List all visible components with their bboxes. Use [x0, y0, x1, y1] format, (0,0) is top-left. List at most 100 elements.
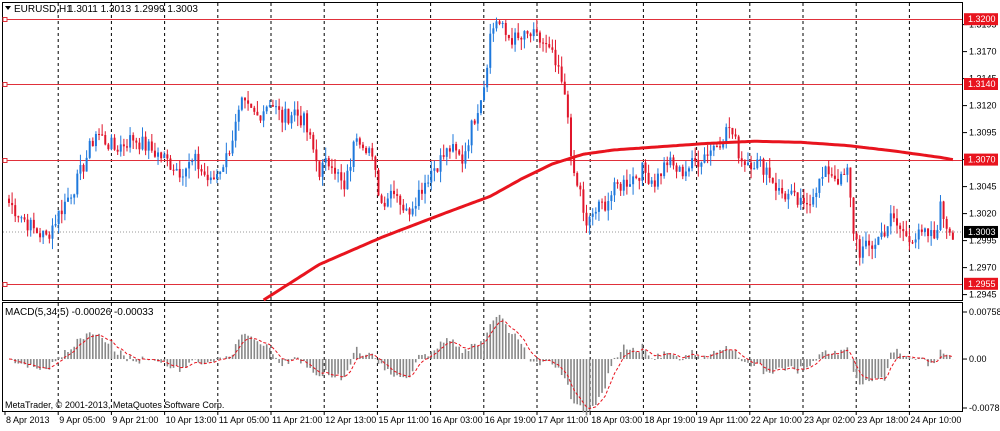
- candle-bull: [669, 157, 672, 166]
- candle-bear: [203, 171, 206, 175]
- candle-bull: [799, 197, 802, 205]
- candle-bear: [98, 133, 101, 135]
- candle-bull: [914, 239, 917, 243]
- candle-bull: [119, 144, 122, 152]
- macd-axis: 0.00758 0.00 -0.00789: [963, 307, 1000, 413]
- candle-bear: [557, 65, 560, 67]
- candle-bear: [107, 144, 110, 150]
- candle-bull: [352, 141, 355, 167]
- candle-bear: [113, 137, 116, 150]
- candle-bull: [57, 210, 60, 225]
- candles-layer: [8, 17, 954, 266]
- candle-bull: [607, 201, 610, 211]
- candle-bear: [526, 31, 529, 34]
- candle-bear: [672, 157, 675, 166]
- candle-bear: [374, 156, 377, 170]
- level-price-label: 1.3070: [968, 155, 996, 165]
- copyright-text: MetaTrader, © 2001-2013, MetaQuotes Soft…: [5, 400, 224, 410]
- candle-bear: [647, 172, 650, 184]
- candle-bear: [892, 213, 895, 219]
- candle-bear: [855, 233, 858, 240]
- candle-bear: [545, 43, 548, 45]
- candle-bull: [349, 166, 352, 171]
- candle-bear: [144, 136, 147, 151]
- candle-bear: [296, 109, 299, 116]
- macd-plot-frame: [2, 302, 963, 412]
- candle-bear: [442, 155, 445, 157]
- candle-bear: [529, 33, 532, 37]
- candle-bull: [85, 157, 88, 172]
- candle-bear: [871, 245, 874, 249]
- candle-bear: [250, 103, 253, 108]
- candle-bull: [725, 127, 728, 143]
- candle-bull: [886, 226, 889, 237]
- candle-bear: [762, 158, 765, 175]
- candle-bear: [551, 47, 554, 50]
- candle-bear: [343, 180, 346, 190]
- candle-bear: [178, 168, 181, 178]
- candle-bear: [200, 169, 203, 172]
- time-tick-label: 10 Apr 13:00: [166, 415, 217, 425]
- candle-bear: [91, 140, 94, 147]
- candle-bull: [656, 173, 659, 187]
- candle-bear: [569, 117, 572, 157]
- candle-bear: [911, 242, 914, 244]
- candle-bull: [79, 164, 82, 174]
- candle-bear: [256, 111, 259, 116]
- price-tick-label: 1.3020: [969, 209, 997, 219]
- candle-bull: [787, 193, 790, 200]
- candle-bear: [82, 164, 85, 172]
- dropdown-arrow-icon[interactable]: [5, 6, 11, 10]
- candle-bull: [262, 111, 265, 121]
- candle-bull: [411, 208, 414, 215]
- candle-bull: [861, 246, 864, 258]
- candle-bear: [715, 145, 718, 147]
- candle-bear: [278, 106, 281, 110]
- candle-bear: [35, 228, 38, 234]
- time-tick-label: 16 Apr 19:00: [485, 415, 536, 425]
- candle-bull: [678, 166, 681, 172]
- candle-bear: [160, 152, 163, 159]
- candle-bull: [756, 159, 759, 169]
- candle-bear: [868, 240, 871, 246]
- candle-bear: [883, 232, 886, 237]
- candle-bear: [402, 204, 405, 211]
- candle-bear: [582, 189, 585, 213]
- candle-bear: [852, 197, 855, 234]
- candle-bear: [520, 38, 523, 40]
- candle-bear: [697, 161, 700, 167]
- candle-bear: [253, 107, 256, 112]
- time-tick-label: 11 Apr 21:00: [272, 415, 322, 425]
- candle-bull: [293, 109, 296, 116]
- candle-bull: [302, 113, 305, 126]
- candle-bull: [54, 224, 57, 226]
- candle-bear: [436, 168, 439, 172]
- candle-bull: [414, 206, 417, 209]
- candle-bull: [591, 213, 594, 217]
- candle-bear: [933, 229, 936, 239]
- candle-bear: [585, 212, 588, 226]
- candle-bull: [622, 179, 625, 191]
- candle-bull: [889, 213, 892, 227]
- level-price-box: [964, 153, 998, 166]
- candle-bear: [830, 174, 833, 176]
- candle-bear: [39, 233, 42, 238]
- candle-bull: [42, 230, 45, 238]
- time-tick-label: 18 Apr 19:00: [644, 415, 695, 425]
- candle-bull: [268, 105, 271, 107]
- candle-bear: [125, 146, 128, 148]
- candle-bear: [902, 229, 905, 232]
- candle-bear: [371, 148, 374, 157]
- candle-bull: [610, 195, 613, 202]
- candle-bear: [579, 185, 582, 190]
- candle-bull: [936, 229, 939, 239]
- candle-bear: [150, 141, 153, 151]
- candle-bear: [858, 239, 861, 258]
- candle-bear: [32, 219, 35, 229]
- candle-bull: [70, 197, 73, 199]
- candle-bear: [784, 193, 787, 200]
- candle-bull: [753, 168, 756, 170]
- candle-bull: [184, 168, 187, 177]
